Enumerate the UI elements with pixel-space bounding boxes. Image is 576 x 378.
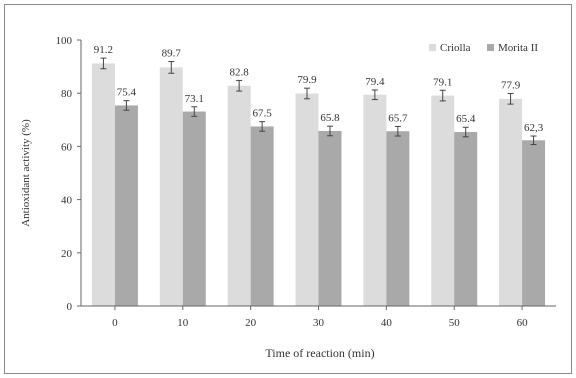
data-label-morita-ii: 62,3 — [524, 122, 544, 134]
y-tick-label: 40 — [61, 195, 73, 207]
data-label-criolla: 77.9 — [501, 79, 521, 91]
bar-morita-ii — [182, 111, 206, 306]
bar-criolla — [159, 67, 183, 306]
bar-morita-ii — [386, 131, 410, 306]
legend: Criolla Morita II — [429, 42, 538, 54]
bar-morita-ii — [114, 105, 138, 306]
x-tick-label: 30 — [313, 317, 325, 329]
x-axis-label: Time of reaction (min) — [265, 346, 374, 360]
bar-criolla — [227, 85, 251, 306]
bar-morita-ii — [454, 132, 478, 306]
data-label-criolla: 79.1 — [433, 76, 452, 88]
y-tick-label: 80 — [61, 88, 73, 100]
data-label-morita-ii: 65.8 — [320, 112, 340, 124]
bar-criolla — [499, 98, 523, 306]
x-tick-label: 50 — [449, 317, 461, 329]
y-tick-label: 60 — [61, 141, 73, 153]
data-label-morita-ii: 65.4 — [456, 113, 476, 125]
bar-morita-ii — [318, 130, 342, 306]
legend-label: Criolla — [440, 42, 471, 54]
data-label-morita-ii: 67.5 — [253, 108, 273, 120]
bar-criolla — [431, 95, 455, 307]
legend-label: Morita II — [498, 42, 538, 54]
bar-morita-ii — [522, 140, 546, 306]
y-tick-label: 100 — [56, 35, 73, 47]
y-tick-label: 0 — [67, 301, 73, 313]
data-label-criolla: 89.7 — [162, 48, 182, 60]
bar-criolla — [91, 63, 115, 306]
data-label-morita-ii: 65.7 — [388, 112, 408, 124]
legend-swatch — [487, 44, 494, 51]
bars-layer: 91.2 89.7 82.8 79.9 79.4 79.1 77.9 75.4 73.1 67.5… — [91, 44, 546, 307]
legend-swatch — [429, 44, 436, 51]
data-label-criolla: 91.2 — [94, 44, 113, 56]
data-label-criolla: 82.8 — [230, 66, 250, 78]
x-tick-label: 20 — [245, 317, 257, 329]
x-tick-label: 60 — [517, 317, 529, 329]
data-label-morita-ii: 75.4 — [117, 87, 137, 99]
ticks-layer: 0 20 40 60 80 100 0 10 20 30 40 50 60 — [56, 35, 529, 329]
x-tick-label: 10 — [177, 317, 189, 329]
bar-criolla — [295, 93, 319, 306]
bar-morita-ii — [250, 126, 274, 306]
x-tick-label: 0 — [112, 317, 118, 329]
y-axis-label: Antioxidant activity (%) — [20, 119, 32, 227]
x-tick-label: 40 — [381, 317, 393, 329]
y-tick-label: 20 — [61, 248, 73, 260]
bar-criolla — [363, 94, 387, 307]
data-label-morita-ii: 73.1 — [185, 93, 204, 105]
data-label-criolla: 79.4 — [365, 76, 385, 88]
data-label-criolla: 79.9 — [297, 74, 317, 86]
